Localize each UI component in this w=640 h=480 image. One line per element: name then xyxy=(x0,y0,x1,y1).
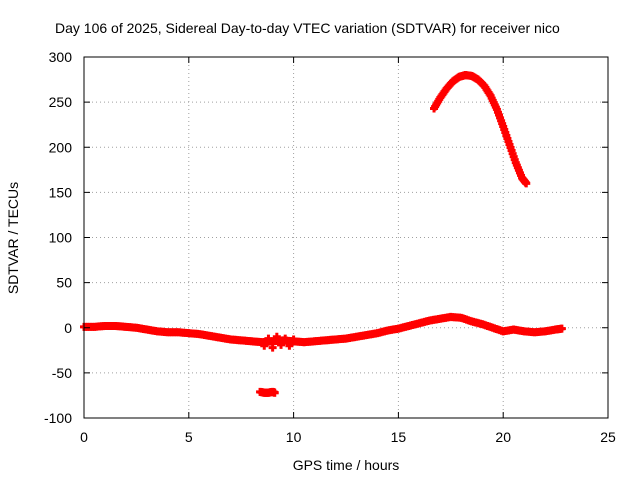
y-tick-label: -50 xyxy=(52,365,72,381)
y-tick-label: 50 xyxy=(56,275,72,291)
y-axis-title: SDTVAR / TECUs xyxy=(5,182,21,294)
x-axis-title: GPS time / hours xyxy=(293,457,400,473)
data-points xyxy=(80,71,566,397)
data-point xyxy=(285,341,294,350)
x-tick-label: 25 xyxy=(600,429,616,445)
x-tick-label: 0 xyxy=(80,429,88,445)
plot-frame xyxy=(83,56,609,419)
data-point xyxy=(557,324,566,333)
x-tick-label: 5 xyxy=(185,429,193,445)
x-tick-label: 20 xyxy=(495,429,511,445)
grid-lines xyxy=(84,57,608,418)
y-tick-label: 150 xyxy=(49,184,73,200)
y-tick-label: 200 xyxy=(49,139,73,155)
data-point xyxy=(522,179,531,188)
data-point xyxy=(272,332,281,341)
data-point xyxy=(264,334,273,343)
data-point xyxy=(260,341,269,350)
data-point xyxy=(268,343,277,352)
x-tick-label: 15 xyxy=(391,429,407,445)
data-point xyxy=(277,340,286,349)
y-tick-label: 0 xyxy=(64,320,72,336)
y-tick-label: 300 xyxy=(49,49,73,65)
chart-title: Day 106 of 2025, Sidereal Day-to-day VTE… xyxy=(55,20,560,36)
data-point xyxy=(281,334,290,343)
data-point xyxy=(289,335,298,344)
data-point xyxy=(270,388,279,397)
axis-ticks: 0 5 10 15 20 25 -100 -50 0 50 100 150 200 250 300 xyxy=(44,49,616,445)
y-tick-label: 250 xyxy=(49,94,73,110)
y-tick-label: -100 xyxy=(44,410,72,426)
x-tick-label: 10 xyxy=(286,429,302,445)
y-tick-label: 100 xyxy=(49,230,73,246)
